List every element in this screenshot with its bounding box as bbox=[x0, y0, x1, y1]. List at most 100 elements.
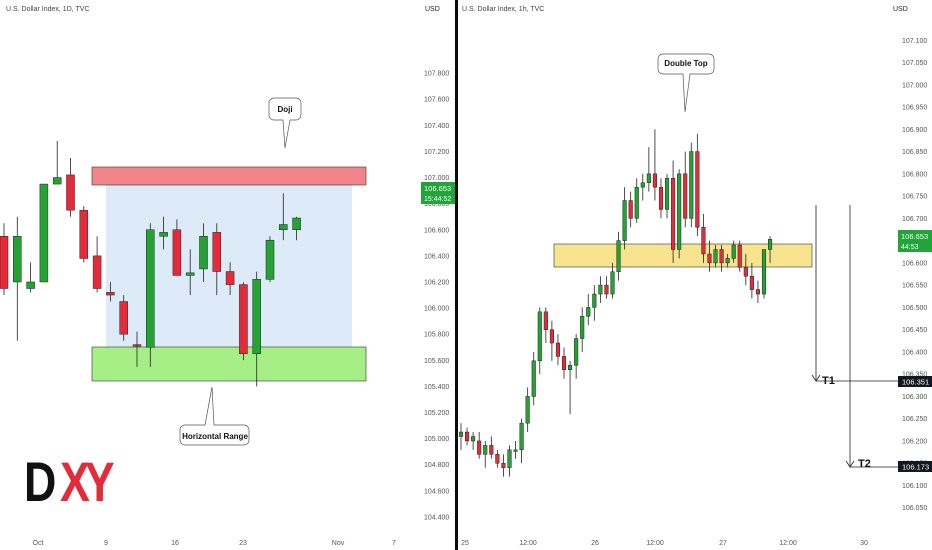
left-x-tick-label: 23 bbox=[239, 540, 247, 547]
daily-chart-panel[interactable]: U.S. Dollar Index, 1D, TVC USD 107.800 10… bbox=[0, 0, 455, 550]
candle-body bbox=[146, 229, 155, 348]
candle-body bbox=[580, 316, 585, 339]
range-box bbox=[106, 185, 352, 347]
candle-body bbox=[458, 431, 464, 437]
candle-body bbox=[106, 292, 115, 296]
right-x-axis: 25 12:00 26 12:00 27 12:00 30 bbox=[461, 540, 868, 547]
left-y-tick-label: 105.200 bbox=[424, 410, 449, 417]
right-y-tick-label: 106.250 bbox=[902, 416, 927, 423]
candle-body bbox=[555, 342, 561, 357]
right-y-tick-label: 106.550 bbox=[902, 283, 927, 290]
right-y-tick-label: 106.200 bbox=[902, 438, 927, 445]
candle-body bbox=[513, 449, 518, 452]
candle-body bbox=[586, 307, 591, 317]
candle-body bbox=[225, 271, 235, 285]
hourly-chart-panel[interactable]: U.S. Dollar Index, 1h, TVC USD 107.100 10… bbox=[458, 0, 932, 550]
candle-body bbox=[549, 329, 554, 344]
hourly-chart-canvas[interactable]: 107.100 107.050 107.000 106.950 106.900 106.8… bbox=[458, 0, 932, 550]
candle-body bbox=[731, 244, 736, 259]
candle-body bbox=[610, 271, 615, 295]
t2-price-tag: 106.173 bbox=[898, 461, 932, 472]
candle-body bbox=[279, 224, 288, 231]
left-x-tick-label: 7 bbox=[392, 540, 396, 547]
left-y-tick-label: 104.800 bbox=[424, 462, 449, 469]
left-x-tick-label: Oct bbox=[33, 540, 44, 547]
right-candles bbox=[458, 129, 773, 477]
right-y-tick-label: 106.050 bbox=[902, 505, 927, 512]
right-y-tick-label: 106.600 bbox=[902, 260, 927, 267]
candle-body bbox=[543, 311, 548, 330]
candle-body bbox=[501, 462, 506, 468]
t2-price-value: 106.173 bbox=[902, 463, 929, 472]
candle-body bbox=[701, 227, 706, 255]
left-y-tick-label: 107.200 bbox=[424, 149, 449, 156]
candle-body bbox=[671, 178, 676, 250]
right-y-tick-label: 106.800 bbox=[902, 171, 927, 178]
right-chart-title: U.S. Dollar Index, 1h, TVC bbox=[462, 6, 545, 13]
daily-chart-canvas[interactable]: 107.800 107.600 107.400 107.200 107.000 106.8… bbox=[0, 0, 455, 550]
left-y-tick-label: 105.400 bbox=[424, 384, 449, 391]
candle-body bbox=[172, 229, 182, 276]
left-y-tick-label: 107.400 bbox=[424, 123, 449, 130]
candle-body bbox=[477, 440, 482, 455]
candle-body bbox=[768, 239, 773, 250]
t2-projection: T2 bbox=[845, 205, 898, 470]
right-y-tick-label: 106.950 bbox=[902, 105, 927, 112]
double-top-zone bbox=[553, 243, 813, 268]
t1-price-tag: 106.351 bbox=[898, 376, 932, 387]
left-y-tick-label: 105.800 bbox=[424, 332, 449, 339]
candle-body bbox=[119, 301, 128, 335]
horizontal-range-callout: Horizontal Range bbox=[179, 386, 250, 446]
candle-body bbox=[725, 258, 730, 264]
left-x-tick-label: Nov bbox=[332, 540, 345, 547]
left-y-axis: 107.800 107.600 107.400 107.200 107.000 106.8… bbox=[424, 71, 449, 522]
left-y-tick-label: 104.400 bbox=[424, 514, 449, 521]
left-price-value: 106.653 bbox=[424, 184, 451, 193]
candle-body bbox=[719, 249, 724, 264]
candle-body bbox=[519, 422, 524, 451]
candle-body bbox=[265, 239, 275, 280]
candle-body bbox=[489, 445, 494, 455]
candle-body bbox=[561, 356, 567, 370]
right-x-tick-label: 12:00 bbox=[519, 540, 537, 547]
double-top-label: Double Top bbox=[664, 59, 708, 68]
left-y-tick-label: 107.800 bbox=[424, 71, 449, 78]
left-x-axis: Oct 9 16 23 Nov 7 bbox=[33, 540, 396, 547]
right-currency-label: USD bbox=[893, 6, 908, 13]
right-y-tick-label: 106.750 bbox=[902, 194, 927, 201]
right-y-tick-label: 106.400 bbox=[902, 349, 927, 356]
double-top-callout: Double Top bbox=[657, 53, 715, 113]
candle-body bbox=[92, 255, 102, 289]
right-y-tick-label: 106.850 bbox=[902, 149, 927, 156]
right-y-tick-label: 106.900 bbox=[902, 127, 927, 134]
candle-body bbox=[749, 275, 754, 290]
right-y-tick-label: 107.050 bbox=[902, 60, 927, 67]
left-price-countdown: 15:44:52 bbox=[424, 196, 451, 203]
right-y-axis: 107.100 107.050 107.000 106.950 106.900 106.8… bbox=[902, 38, 927, 512]
logo-letter-x: X bbox=[60, 450, 90, 513]
candle-body bbox=[755, 289, 760, 295]
candle-body bbox=[471, 436, 476, 442]
candle-body bbox=[292, 217, 301, 231]
left-y-tick-label: 107.000 bbox=[424, 175, 449, 182]
left-currency-label: USD bbox=[425, 6, 440, 13]
candle-body bbox=[185, 272, 195, 276]
candle-body bbox=[622, 200, 627, 241]
candle-body bbox=[707, 253, 712, 264]
right-y-tick-label: 106.100 bbox=[902, 483, 927, 490]
right-y-tick-label: 106.500 bbox=[902, 305, 927, 312]
candle-body bbox=[640, 182, 645, 188]
candle-body bbox=[616, 240, 621, 273]
candle-body bbox=[598, 284, 603, 295]
candle-body bbox=[531, 360, 536, 397]
t1-projection: T1 bbox=[811, 205, 898, 387]
candle-body bbox=[159, 232, 168, 237]
candle-body bbox=[66, 174, 75, 211]
candle-body bbox=[132, 344, 142, 347]
support-zone bbox=[91, 346, 367, 382]
left-y-tick-label: 106.400 bbox=[424, 253, 449, 260]
right-x-tick-label: 30 bbox=[860, 540, 868, 547]
right-x-tick-label: 26 bbox=[591, 540, 599, 547]
logo-letter-y: Y bbox=[85, 450, 115, 513]
right-x-tick-label: 25 bbox=[461, 540, 469, 547]
